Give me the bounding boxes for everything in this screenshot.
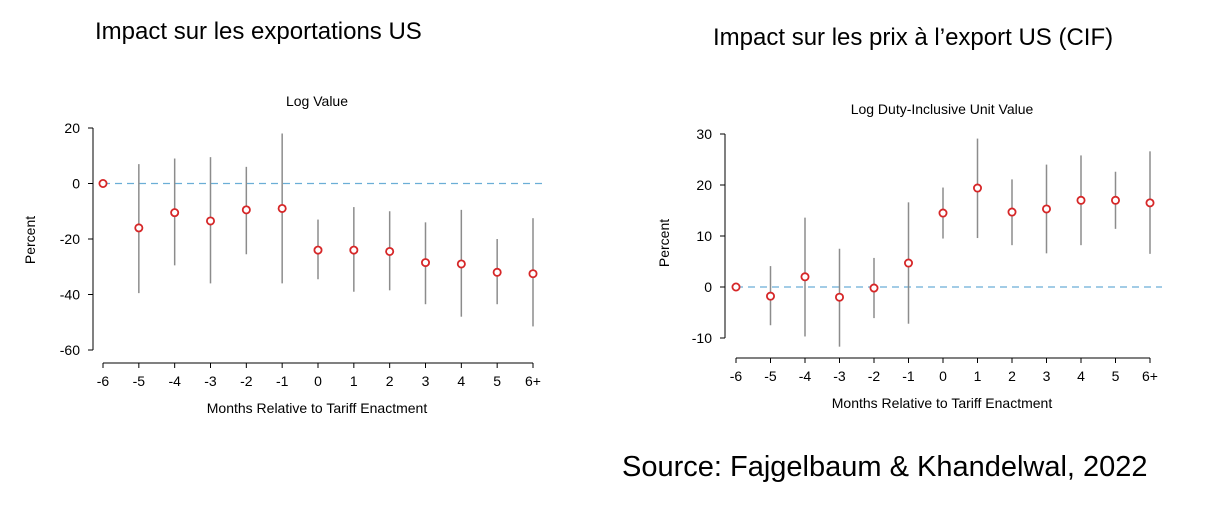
log-value-chart: Log Value 20 0 -20 -40 -60 -6 -5 -4 -3 -2 -1 0 1 2 3 4 5 6… <box>22 93 545 416</box>
x-tick-label: -3 <box>833 368 846 384</box>
y-axis-label: Percent <box>22 216 38 264</box>
x-tick-label: 1 <box>974 368 982 384</box>
y-tick-label: 10 <box>696 228 712 244</box>
y-tick-label: -20 <box>60 231 80 247</box>
point-estimate-marker <box>241 205 251 215</box>
point-estimate-marker <box>420 258 430 268</box>
point-estimate-marker <box>903 258 913 268</box>
chart-title: Log Value <box>286 93 348 109</box>
y-tick-label: 0 <box>72 176 80 192</box>
x-tick-label: -6 <box>97 373 110 389</box>
x-tick-label: 4 <box>457 373 465 389</box>
point-estimate-marker <box>834 292 844 302</box>
chart-title: Log Duty-Inclusive Unit Value <box>851 101 1034 117</box>
x-tick-label: 5 <box>493 373 501 389</box>
y-tick-label: -10 <box>692 330 712 346</box>
point-estimate-marker <box>1076 195 1086 205</box>
x-tick-label: -1 <box>902 368 915 384</box>
y-tick-label: 30 <box>696 126 712 142</box>
x-tick-label: 6+ <box>1142 368 1158 384</box>
source-note: Source: Fajgelbaum & Khandelwal, 2022 <box>622 451 1148 483</box>
x-tick-label: 2 <box>386 373 394 389</box>
y-tick-label: -40 <box>60 287 80 303</box>
point-estimate-marker <box>170 208 180 218</box>
log-unit-value-chart: Log Duty-Inclusive Unit Value3020100-10-… <box>656 101 1162 411</box>
point-estimate-marker <box>98 179 108 189</box>
point-estimate-marker <box>869 283 879 293</box>
point-estimate-marker <box>205 216 215 226</box>
y-tick-label: 20 <box>696 177 712 193</box>
x-tick-label: 3 <box>422 373 430 389</box>
point-estimate-marker <box>731 282 741 292</box>
x-tick-label: -4 <box>168 373 181 389</box>
y-tick-label: 20 <box>64 120 80 136</box>
point-estimate-marker <box>349 245 359 255</box>
x-tick-label: 3 <box>1043 368 1051 384</box>
x-tick-label: -5 <box>764 368 777 384</box>
x-tick-label: 5 <box>1112 368 1120 384</box>
x-tick-label: -6 <box>730 368 743 384</box>
point-estimate-marker <box>1007 207 1017 217</box>
x-axis-label: Months Relative to Tariff Enactment <box>832 395 1053 411</box>
y-tick-label: -60 <box>60 342 80 358</box>
point-estimate-marker <box>1041 204 1051 214</box>
point-estimate-marker <box>456 259 466 269</box>
y-tick-label: 0 <box>704 279 712 295</box>
right-panel-title: Impact sur les prix à l’export US (CIF) <box>713 24 1114 51</box>
point-estimate-marker <box>800 272 810 282</box>
x-tick-label: -5 <box>133 373 146 389</box>
x-tick-label: 2 <box>1008 368 1016 384</box>
point-estimate-marker <box>938 208 948 218</box>
point-estimate-marker <box>492 267 502 277</box>
point-estimate-marker <box>528 269 538 279</box>
x-tick-label: 6+ <box>525 373 541 389</box>
point-estimate-marker <box>313 245 323 255</box>
point-estimate-marker <box>1110 195 1120 205</box>
y-axis-label: Percent <box>656 219 672 267</box>
left-panel-title: Impact sur les exportations US <box>95 18 422 45</box>
point-estimate-marker <box>972 183 982 193</box>
point-estimate-marker <box>277 203 287 213</box>
point-estimate-marker <box>134 223 144 233</box>
x-tick-label: 0 <box>939 368 947 384</box>
point-estimate-marker <box>1145 198 1155 208</box>
x-tick-label: -4 <box>799 368 812 384</box>
x-tick-label: 4 <box>1077 368 1085 384</box>
x-tick-label: 0 <box>314 373 322 389</box>
x-tick-label: -2 <box>240 373 253 389</box>
x-tick-label: -2 <box>868 368 881 384</box>
point-estimate-marker <box>385 246 395 256</box>
x-tick-label: -1 <box>276 373 289 389</box>
x-axis-label: Months Relative to Tariff Enactment <box>207 400 428 416</box>
x-tick-label: 1 <box>350 373 358 389</box>
point-estimate-marker <box>766 291 776 301</box>
x-tick-label: -3 <box>204 373 217 389</box>
